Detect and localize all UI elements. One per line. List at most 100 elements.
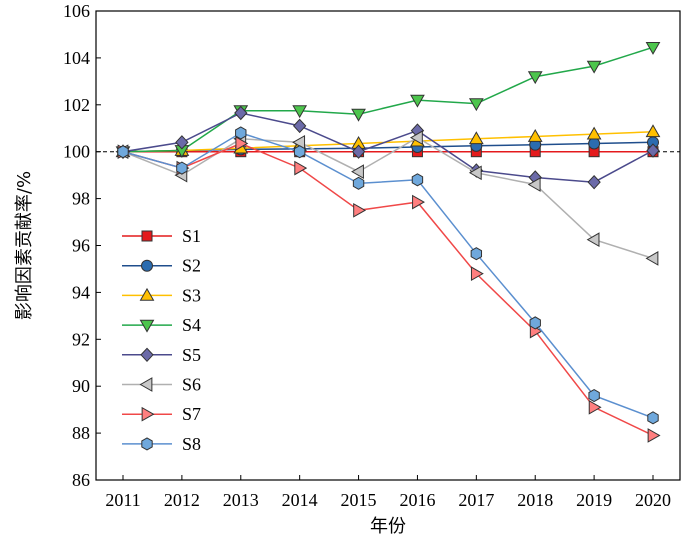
- x-axis-title: 年份: [370, 516, 406, 537]
- data-point-S5-2019: [587, 174, 601, 190]
- data-point-S6-2020: [645, 251, 659, 266]
- data-point-S8-2012: [176, 161, 188, 175]
- data-point-S5-2014: [292, 118, 307, 134]
- data-point-S4-2014: [292, 105, 308, 119]
- data-point-S7-2020: [647, 428, 661, 443]
- legend-item-S3: S3: [122, 285, 201, 305]
- legend-label: S4: [182, 315, 201, 335]
- data-point-S8-2013: [235, 126, 247, 140]
- legend-item-S4: S4: [122, 315, 201, 335]
- data-point-S8-2019: [588, 389, 600, 403]
- data-point-S3-2018: [527, 128, 543, 142]
- data-point-S3-2017: [468, 131, 484, 145]
- series-S6: [115, 130, 659, 266]
- data-point-S8-2015: [352, 176, 365, 190]
- series-line-S4: [122, 46, 654, 153]
- x-tick-label: 2020: [635, 490, 671, 510]
- x-tick-label: 2014: [282, 490, 318, 510]
- series-line-S8: [122, 132, 654, 419]
- legend-marker: [141, 259, 153, 272]
- data-point-S3-2019: [586, 126, 602, 140]
- data-point-S2-2019: [588, 137, 601, 150]
- data-point-S7-2016: [412, 194, 425, 210]
- data-point-S8-2018: [529, 316, 541, 330]
- legend-marker: [141, 230, 153, 242]
- legend-label: S3: [182, 285, 201, 305]
- x-tick-label: 2013: [223, 490, 259, 510]
- data-point-S4-2019: [586, 60, 602, 74]
- y-tick-label: 98: [72, 189, 90, 209]
- x-tick-label: 2016: [399, 490, 435, 510]
- data-point-S8-2020: [647, 411, 659, 425]
- data-point-S7-2017: [470, 266, 484, 282]
- data-point-S5-2013: [234, 105, 248, 121]
- x-tick-label: 2011: [105, 490, 140, 510]
- y-tick-label: 86: [72, 470, 90, 490]
- data-point-S4-2015: [351, 108, 366, 122]
- x-tick-label: 2018: [517, 490, 553, 510]
- series-layer: [115, 41, 661, 443]
- data-point-S6-2015: [351, 164, 364, 179]
- legend-label: S7: [182, 404, 201, 424]
- data-point-S4-2020: [645, 41, 661, 55]
- legend-item-S5: S5: [122, 345, 201, 365]
- data-point-S6-2016: [409, 130, 423, 145]
- data-point-S5-2015: [351, 144, 366, 159]
- legend-label: S1: [182, 226, 201, 246]
- data-point-S8-2011: [117, 145, 129, 159]
- legend-label: S8: [182, 434, 201, 454]
- y-tick-label: 88: [72, 423, 90, 443]
- legend-item-S6: S6: [122, 375, 201, 395]
- legend-marker: [139, 377, 153, 392]
- data-point-S4-2017: [468, 98, 484, 112]
- axis-layer: 86 88 90 92 94 96 98 100 102 104 106 2011 2012 2013 20…: [63, 1, 671, 510]
- data-point-S8-2014: [293, 145, 306, 159]
- data-point-S3-2020: [645, 124, 661, 138]
- legend-label: S6: [182, 375, 201, 395]
- x-tick-label: 2015: [341, 490, 377, 510]
- data-point-S4-2016: [410, 94, 425, 108]
- data-point-S7-2013: [235, 136, 249, 151]
- legend-item-S2: S2: [122, 256, 201, 276]
- data-point-S8-2016: [411, 173, 424, 187]
- data-point-S5-2012: [175, 135, 189, 150]
- y-tick-label: 104: [63, 48, 90, 68]
- data-point-S7-2019: [588, 399, 602, 415]
- legend-label: S5: [182, 345, 201, 365]
- legend-label: S2: [182, 256, 201, 276]
- legend-item-S1: S1: [122, 226, 201, 246]
- x-tick-label: 2019: [576, 490, 612, 510]
- y-axis-title: 影响因素贡献率/%: [14, 171, 35, 320]
- x-tick-label: 2012: [164, 490, 200, 510]
- data-point-S7-2014: [294, 160, 308, 176]
- series-line-S7: [122, 142, 654, 437]
- y-tick-label: 92: [72, 329, 90, 349]
- y-tick-label: 94: [72, 282, 90, 302]
- data-point-S4-2018: [527, 71, 543, 85]
- y-tick-label: 90: [72, 376, 90, 396]
- y-tick-label: 106: [63, 1, 90, 21]
- series-line-S5: [122, 112, 654, 183]
- legend-marker: [139, 287, 155, 301]
- legend-marker: [141, 437, 153, 451]
- data-point-S6-2019: [586, 232, 600, 247]
- data-point-S6-2014: [292, 134, 306, 150]
- data-point-S8-2017: [470, 247, 483, 261]
- legend-marker: [141, 406, 155, 422]
- data-point-S6-2018: [527, 177, 541, 192]
- data-point-S7-2015: [353, 202, 367, 218]
- legend-item-S7: S7: [122, 404, 201, 424]
- legend: S1 S2 S3 S4 S5 S6 S7 S8: [122, 226, 201, 454]
- data-point-S5-2020: [646, 143, 660, 158]
- series-line-S3: [122, 131, 654, 153]
- y-tick-label: 96: [72, 236, 90, 256]
- x-tick-label: 2017: [458, 490, 494, 510]
- y-tick-label: 102: [63, 95, 90, 115]
- series-line-S6: [122, 136, 654, 260]
- legend-item-S8: S8: [122, 434, 201, 454]
- legend-marker: [140, 347, 154, 363]
- legend-marker: [139, 319, 155, 333]
